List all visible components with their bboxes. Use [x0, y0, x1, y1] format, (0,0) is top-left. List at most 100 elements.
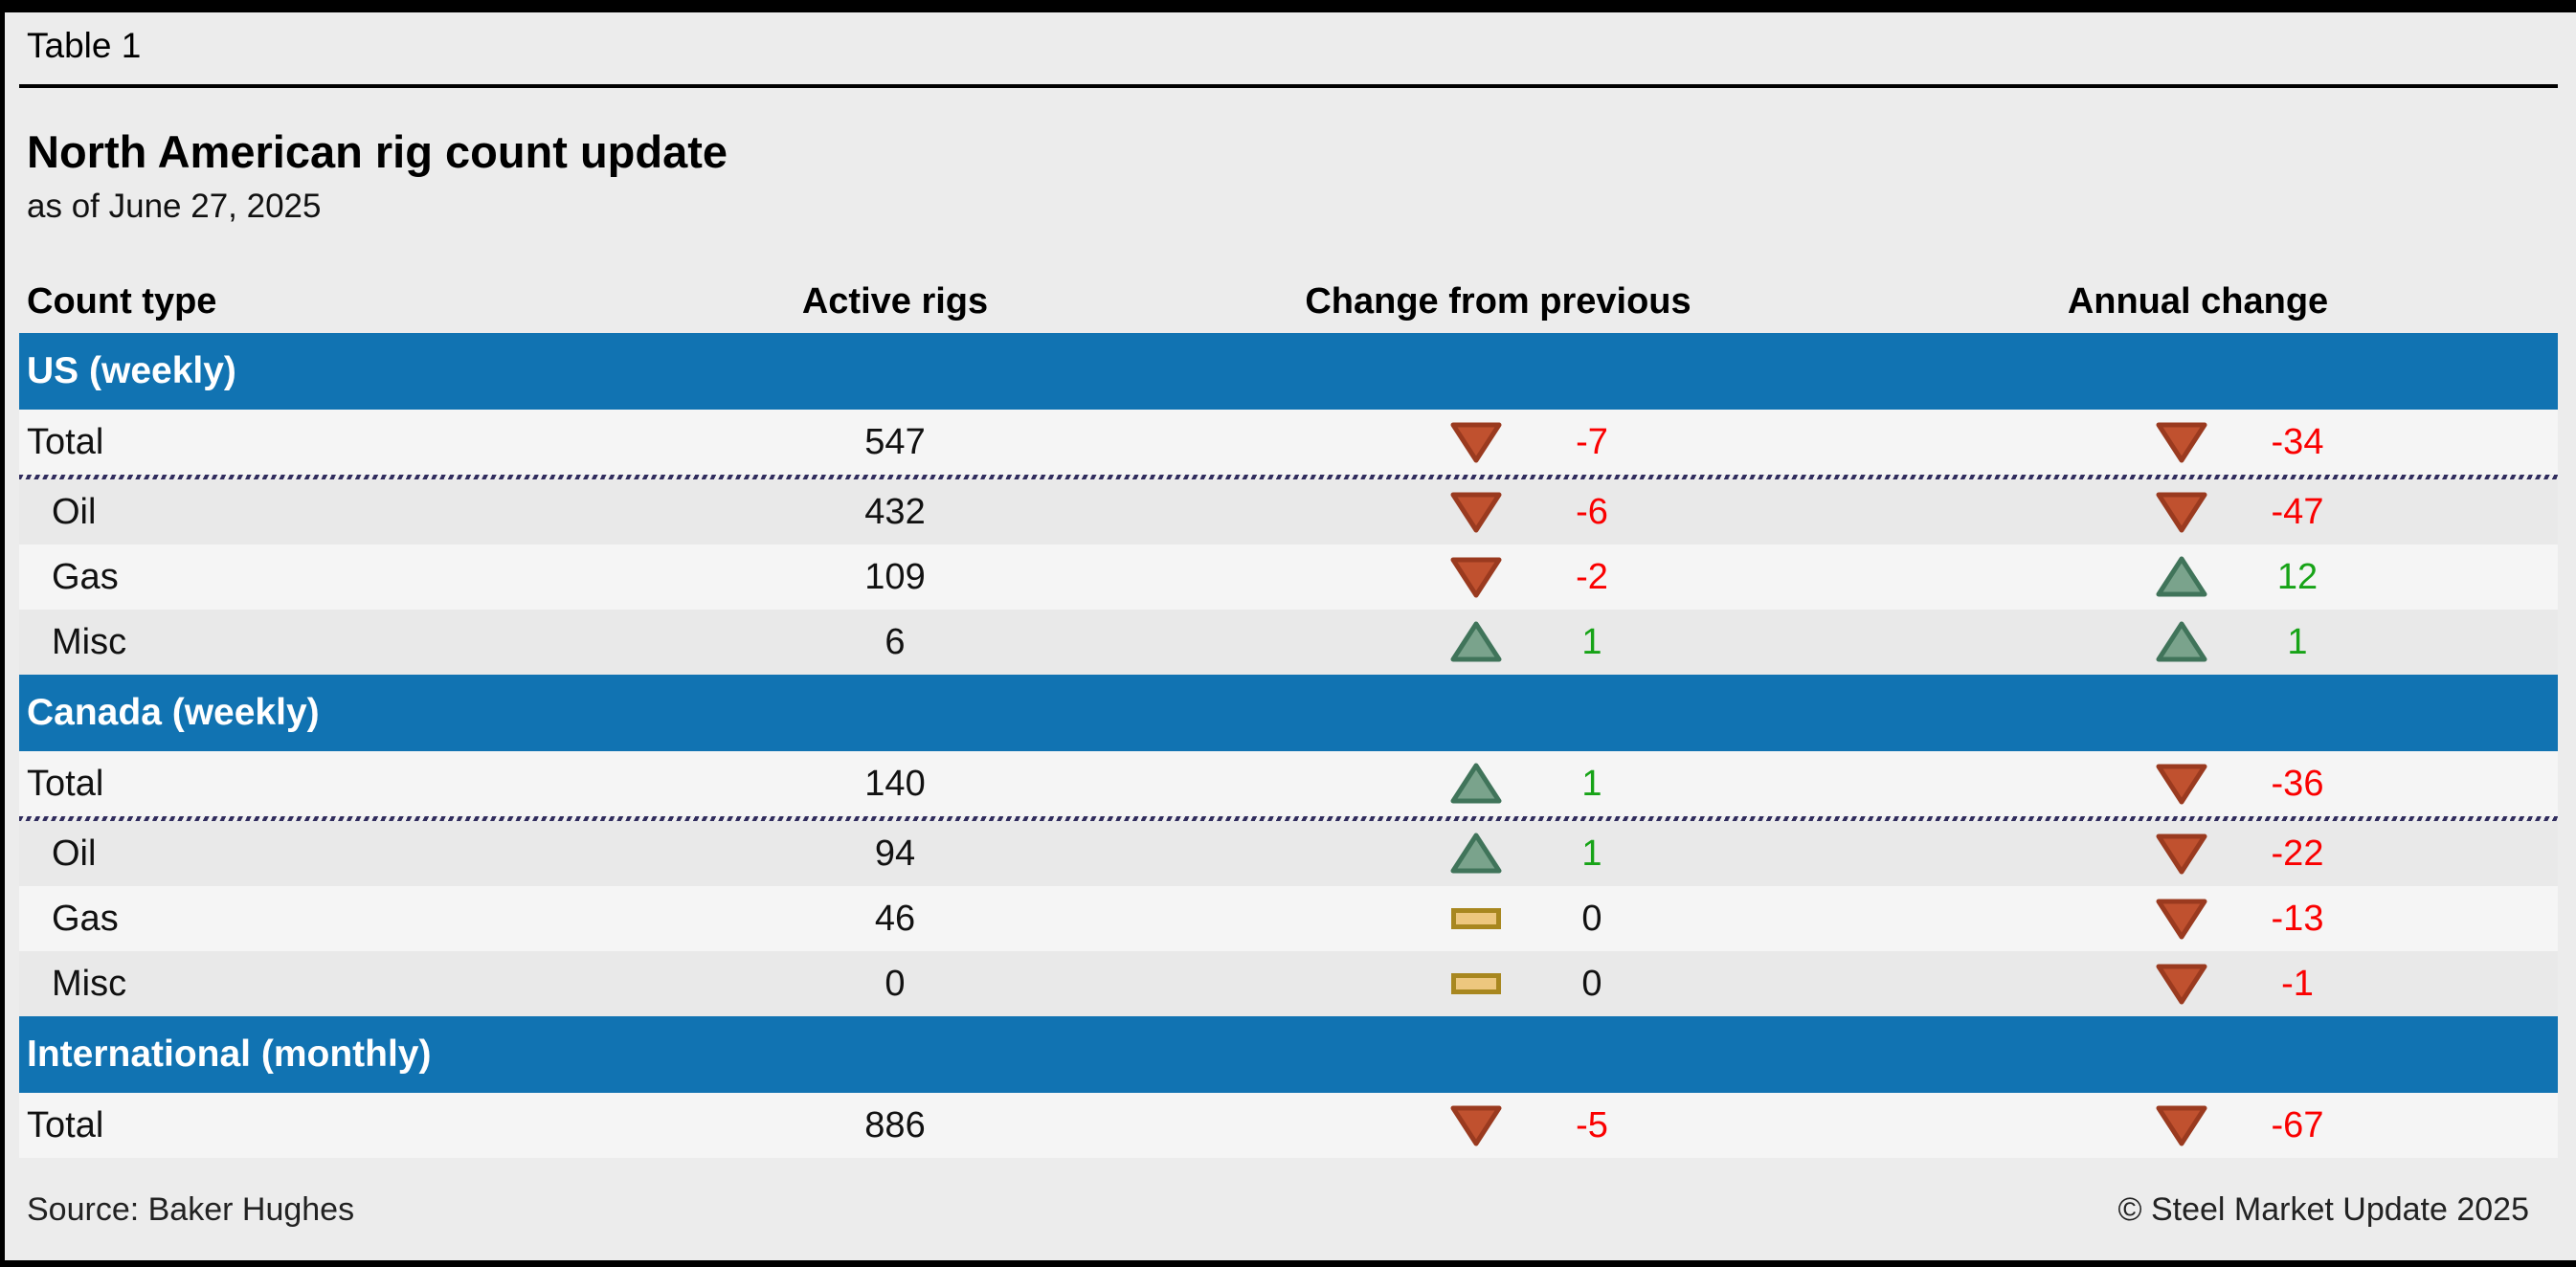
annual-change-cell: 1	[1838, 621, 2558, 663]
down-triangle-icon	[2156, 963, 2207, 1005]
down-triangle-icon	[2156, 491, 2207, 533]
col-header-annual-change: Annual change	[2067, 280, 2329, 322]
annual-change-cell: -34	[1838, 421, 2558, 463]
change-value: -47	[2271, 491, 2324, 532]
section-label: Canada (weekly)	[27, 692, 320, 733]
source-note: Source: Baker Hughes	[27, 1190, 355, 1228]
row-label: Total	[27, 763, 104, 804]
annual-change-cell: -47	[1838, 491, 2558, 533]
table-row: Gas 46 0 -13	[19, 886, 2558, 951]
change-previous-cell: -6	[1158, 491, 1838, 533]
down-triangle-icon	[2156, 421, 2207, 463]
row-label: Gas	[52, 556, 119, 597]
row-label: Oil	[52, 833, 97, 874]
change-value: -6	[1576, 491, 1608, 532]
change-value: 1	[1581, 763, 1602, 804]
annual-change-cell: -22	[1838, 833, 2558, 875]
row-label: Misc	[52, 963, 127, 1004]
section-label: International (monthly)	[27, 1034, 432, 1075]
flat-bar-icon	[1450, 907, 1502, 930]
change-value: 1	[2287, 621, 2308, 662]
bottom-border-bar	[0, 1260, 2576, 1267]
active-rigs-value: 547	[864, 421, 926, 462]
change-value: 0	[1581, 898, 1602, 939]
table-row: Misc 0 0 -1	[19, 951, 2558, 1016]
annual-change-cell: -67	[1838, 1104, 2558, 1146]
footer: Source: Baker Hughes © Steel Market Upda…	[19, 1158, 2558, 1261]
change-previous-cell: 0	[1158, 964, 1838, 1005]
active-rigs-value: 140	[864, 763, 926, 804]
copyright-note: © Steel Market Update 2025	[2117, 1190, 2529, 1228]
section-label: US (weekly)	[27, 350, 236, 391]
down-triangle-icon	[1450, 421, 1502, 463]
row-label: Gas	[52, 898, 119, 939]
up-triangle-icon	[2156, 621, 2207, 663]
change-value: 0	[1581, 963, 1602, 1004]
left-border-line	[0, 0, 5, 1267]
change-previous-cell: 1	[1158, 763, 1838, 805]
change-value: 1	[1581, 621, 1602, 662]
down-triangle-icon	[2156, 1104, 2207, 1146]
table-label: Table 1	[27, 26, 142, 65]
change-value: -2	[1576, 556, 1608, 597]
top-border-bar	[0, 0, 2576, 12]
change-previous-cell: 1	[1158, 833, 1838, 875]
up-triangle-icon	[2156, 556, 2207, 598]
change-previous-cell: -7	[1158, 421, 1838, 463]
active-rigs-value: 432	[864, 491, 926, 532]
table-row: Total 886 -5 -67	[19, 1093, 2558, 1158]
table-row: Misc 6 1 1	[19, 610, 2558, 675]
change-previous-cell: 0	[1158, 899, 1838, 940]
annual-change-cell: -1	[1838, 963, 2558, 1005]
active-rigs-value: 109	[864, 556, 926, 597]
section-band: Canada (weekly)	[19, 675, 2558, 751]
col-header-change-previous: Change from previous	[1305, 280, 1691, 322]
table-row: Gas 109 -2 12	[19, 545, 2558, 610]
table-row: Oil 94 1 -22	[19, 821, 2558, 886]
change-value: 1	[1581, 833, 1602, 874]
table-row: Oil 432 -6 -47	[19, 479, 2558, 545]
header-rule	[19, 84, 2558, 88]
row-label: Misc	[52, 621, 127, 662]
active-rigs-value: 0	[885, 963, 906, 1004]
flat-bar-icon	[1450, 972, 1502, 995]
table-row: Total 547 -7 -34	[19, 410, 2558, 475]
col-header-count-type: Count type	[27, 280, 217, 322]
section-band: US (weekly)	[19, 333, 2558, 410]
row-label: Total	[27, 1104, 104, 1145]
up-triangle-icon	[1450, 763, 1502, 805]
table-row: Total 140 1 -36	[19, 751, 2558, 816]
down-triangle-icon	[1450, 491, 1502, 533]
up-triangle-icon	[1450, 833, 1502, 875]
down-triangle-icon	[2156, 763, 2207, 805]
active-rigs-value: 94	[874, 833, 916, 874]
down-triangle-icon	[1450, 1104, 1502, 1146]
change-value: -67	[2271, 1104, 2324, 1145]
page-subtitle: as of June 27, 2025	[27, 188, 322, 225]
change-value: -22	[2271, 833, 2324, 874]
annual-change-cell: -36	[1838, 763, 2558, 805]
annual-change-cell: 12	[1838, 556, 2558, 598]
active-rigs-value: 6	[885, 621, 906, 662]
total-separator	[19, 475, 2558, 479]
change-value: -1	[2281, 963, 2314, 1004]
active-rigs-value: 886	[864, 1104, 926, 1145]
active-rigs-value: 46	[874, 898, 916, 939]
change-value: -34	[2271, 421, 2324, 462]
row-label: Total	[27, 421, 104, 462]
change-value: 12	[2276, 556, 2318, 597]
down-triangle-icon	[1450, 556, 1502, 598]
table-body: US (weekly) Total 547 -7 -34 Oil 432 -6 -47 Gas 10…	[19, 333, 2558, 1158]
change-value: -36	[2271, 763, 2324, 804]
report-content: Table 1 North American rig count update …	[19, 12, 2558, 1261]
change-previous-cell: 1	[1158, 621, 1838, 663]
annual-change-cell: -13	[1838, 898, 2558, 940]
page-title: North American rig count update	[27, 126, 728, 177]
up-triangle-icon	[1450, 621, 1502, 663]
change-previous-cell: -5	[1158, 1104, 1838, 1146]
change-previous-cell: -2	[1158, 556, 1838, 598]
change-value: -13	[2271, 898, 2324, 939]
down-triangle-icon	[2156, 898, 2207, 940]
change-value: -5	[1576, 1104, 1608, 1145]
